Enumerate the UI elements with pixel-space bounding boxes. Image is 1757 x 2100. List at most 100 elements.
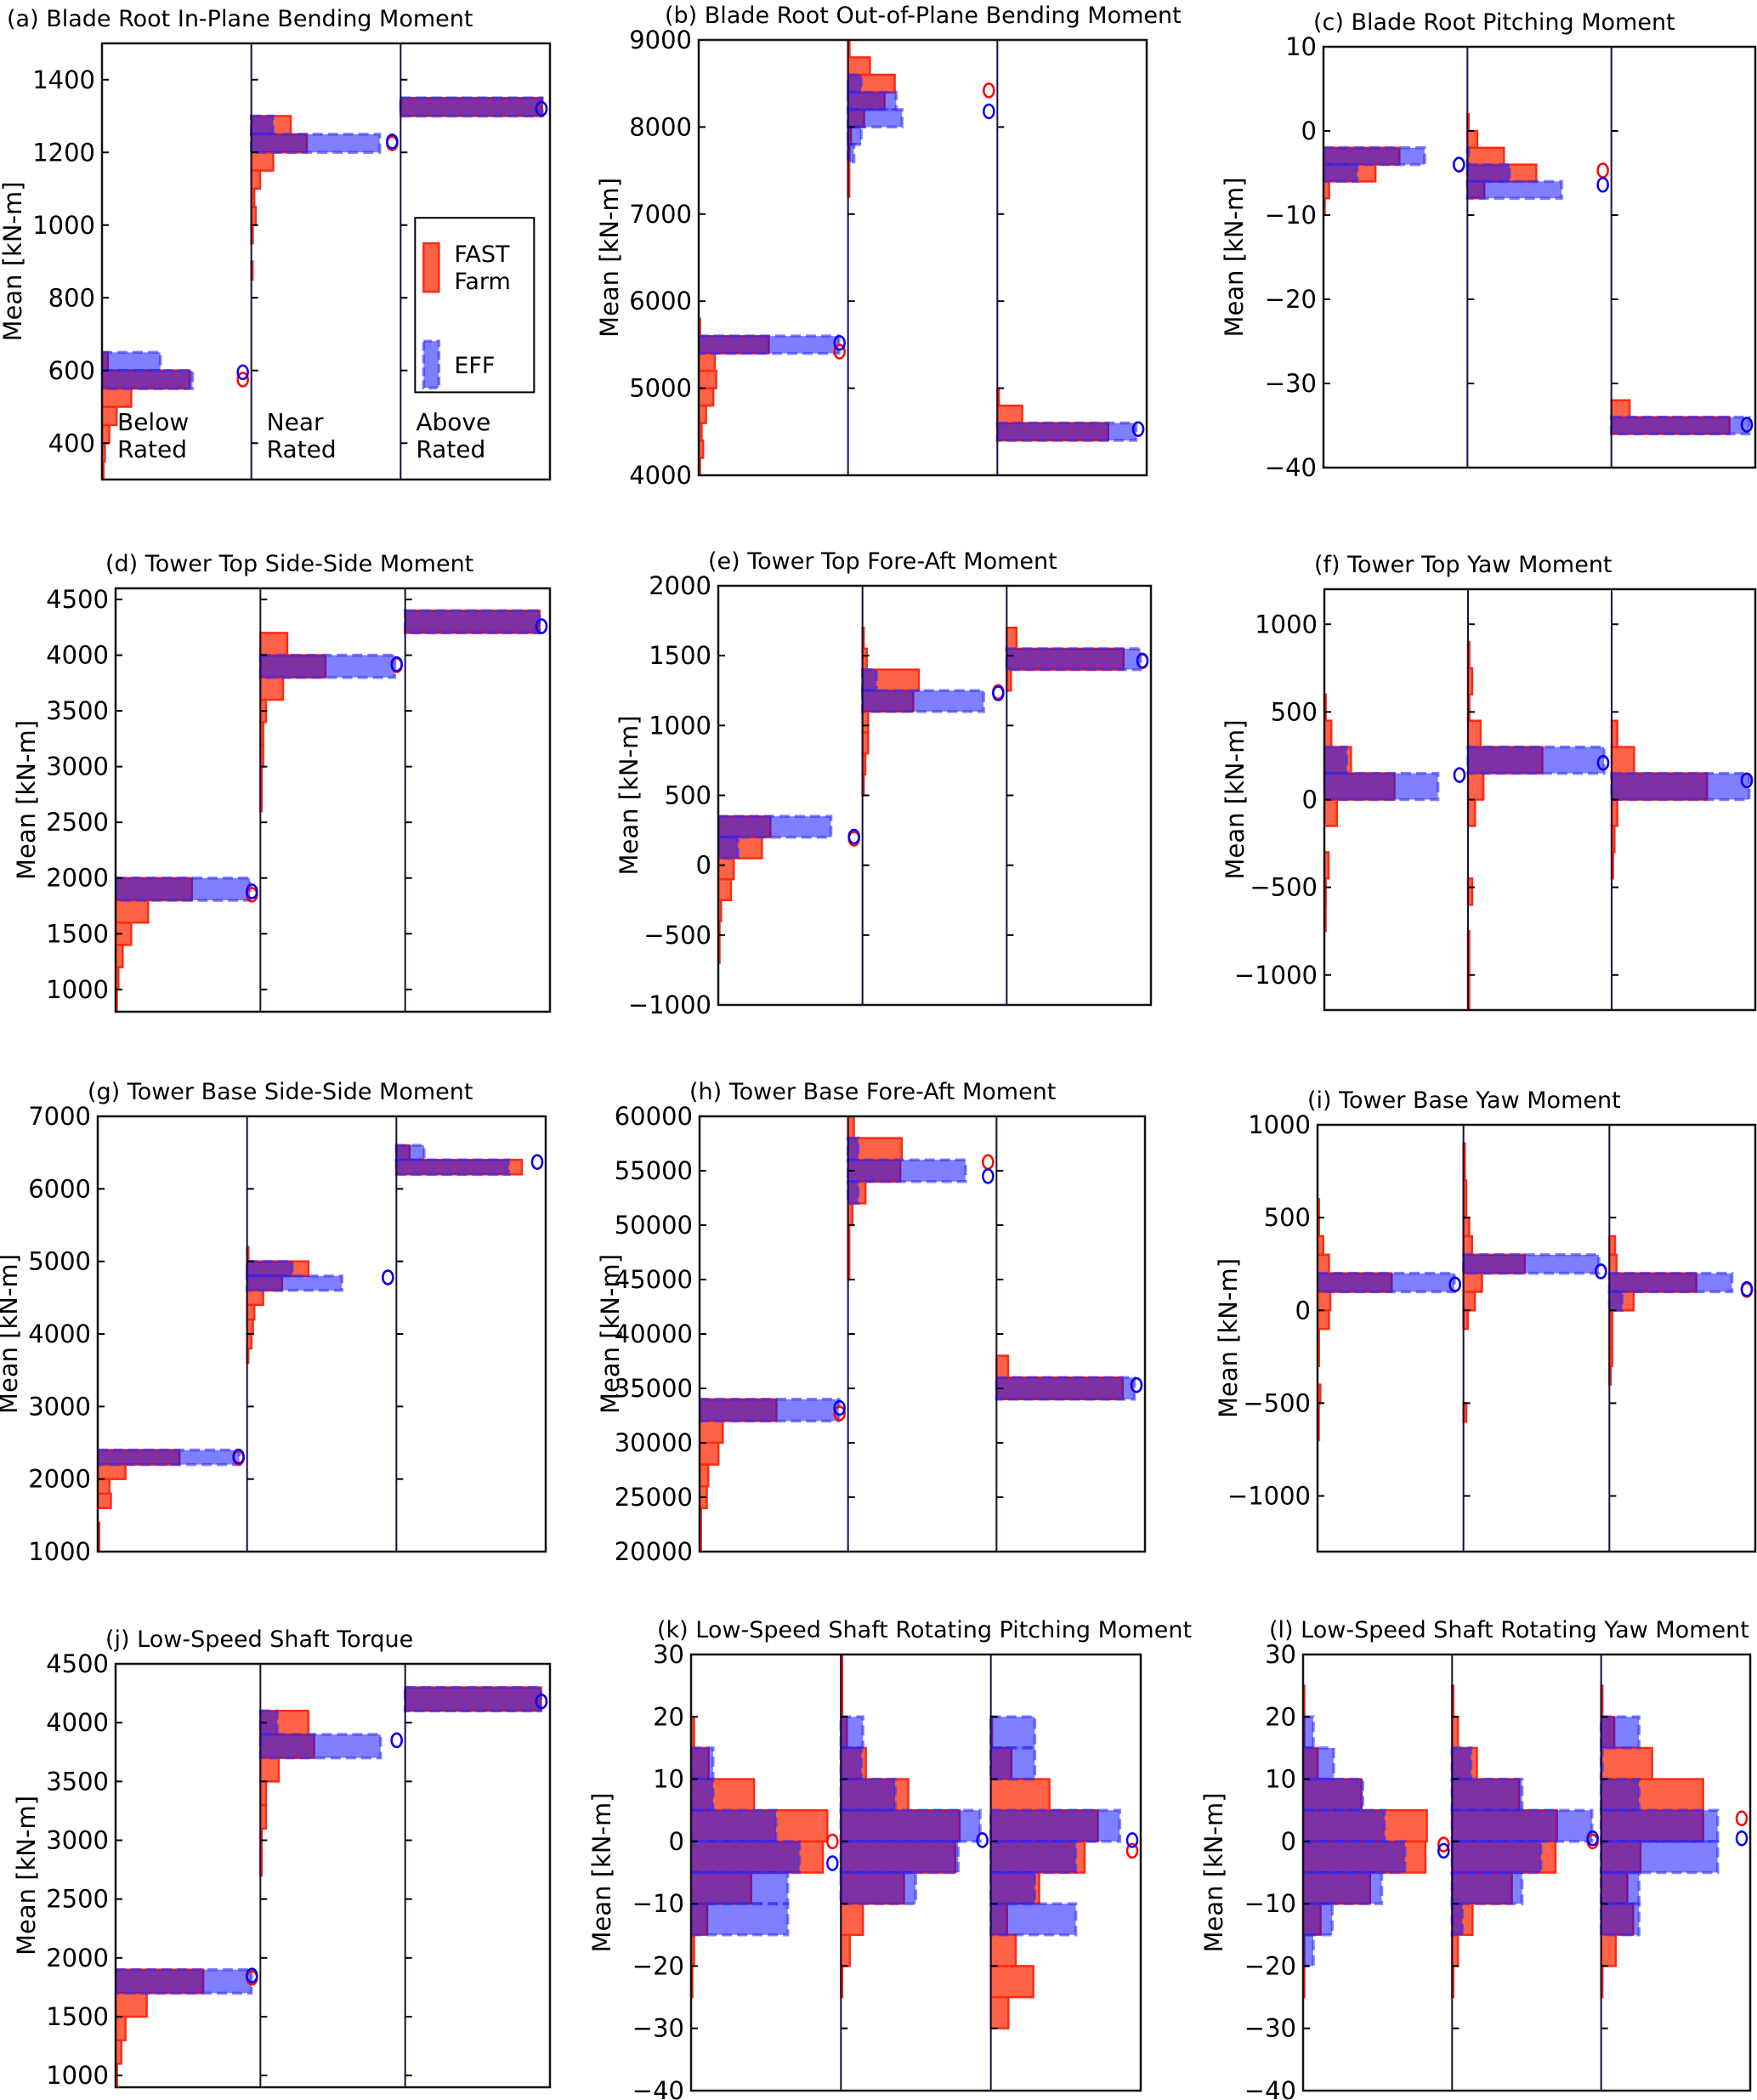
fast-farm-bar <box>102 387 133 408</box>
panel-near-rated <box>258 632 403 813</box>
eff-bar <box>1599 1902 1641 1937</box>
eff-mean-marker <box>530 1154 544 1171</box>
eff-bar <box>1303 1808 1386 1843</box>
eff-bar <box>839 1808 982 1843</box>
y-tick-label: 55000 <box>615 1156 693 1185</box>
eff-mean-marker <box>246 1967 258 1984</box>
eff-bar <box>258 653 397 679</box>
axes-frame <box>698 1115 1147 1553</box>
fast-farm-bar <box>1466 146 1505 166</box>
fast-farm-bar <box>250 151 275 172</box>
fast-farm-bar <box>847 1116 855 1139</box>
eff-bar <box>1607 1271 1734 1294</box>
eff-mean-marker <box>1596 754 1610 771</box>
y-tick-label: 1400 <box>32 65 95 94</box>
y-tick-label: −40 <box>1265 453 1317 482</box>
eff-bar <box>245 1259 294 1278</box>
eff-bar <box>1599 1715 1641 1750</box>
y-tick-label: 1500 <box>46 2002 109 2031</box>
fast-farm-mean-marker <box>982 1154 995 1171</box>
y-tick-label: 4000 <box>629 461 692 490</box>
panel-above-rated <box>394 1144 544 1177</box>
y-tick-label: 2500 <box>46 1885 109 1914</box>
panel-above-rated <box>1607 1234 1754 1386</box>
panel-near-rated <box>1465 112 1609 200</box>
y-tick-label: 1000 <box>32 211 95 240</box>
eff-bar <box>691 1777 715 1812</box>
y-tick-label: 50000 <box>615 1211 693 1240</box>
chart-title: (k) Low-Speed Shaft Rotating Pitching Mo… <box>657 1617 1192 1643</box>
eff-bar <box>102 350 162 372</box>
chart-title: (g) Tower Base Side-Side Moment <box>88 1079 473 1105</box>
chart-g: (g) Tower Base Side-Side Moment Mean [kN-… <box>0 1079 547 1566</box>
panel-above-rated <box>1599 1684 1748 1999</box>
eff-bar <box>1303 1870 1384 1905</box>
regime-label: Rated <box>416 435 485 463</box>
eff-bar <box>116 876 252 902</box>
eff-bar <box>839 1840 960 1875</box>
y-axis-label: Mean [kN-m] <box>587 1792 616 1952</box>
fast-farm-mean-marker <box>833 343 846 360</box>
eff-mean-marker <box>1130 1376 1143 1393</box>
eff-bar <box>1450 1746 1473 1781</box>
chart-e: (e) Tower Top Fore-Aft Moment Mean [kN-m]… <box>615 548 1153 1019</box>
fast-farm-mean-marker <box>1735 1810 1748 1826</box>
eff-bar <box>1610 771 1751 802</box>
y-tick-label: 10 <box>1265 1765 1296 1794</box>
y-tick-label: 30000 <box>615 1428 693 1457</box>
fast-farm-bar <box>1462 1291 1476 1312</box>
y-tick-label: 1000 <box>649 711 711 740</box>
eff-bar <box>394 1144 426 1161</box>
panel-above-rated <box>1610 719 1754 880</box>
chart-f: (f) Tower Top Yaw Moment Mean [kN-m] −1000… <box>1221 552 1757 1012</box>
eff-mean-marker <box>232 1448 245 1465</box>
eff-bar <box>846 125 863 146</box>
fast-farm-bar <box>116 2015 127 2041</box>
panel-below-rated <box>1318 1198 1461 1442</box>
fast-farm-bar <box>98 1492 112 1510</box>
eff-bar <box>1324 771 1440 802</box>
y-tick-label: 6000 <box>28 1174 91 1203</box>
fast-farm-bar <box>996 404 1023 424</box>
eff-mean-marker <box>1453 767 1466 783</box>
fast-farm-bar <box>1324 851 1330 880</box>
y-tick-label: 1500 <box>46 919 109 948</box>
eff-mean-marker <box>390 656 403 673</box>
panel-near-rated <box>249 114 399 281</box>
eff-bar <box>1303 1777 1364 1812</box>
eff-bar <box>839 1777 897 1812</box>
y-tick-label: 0 <box>696 851 711 880</box>
y-tick-label: 1000 <box>28 1537 91 1566</box>
eff-mean-marker <box>386 133 399 150</box>
panel-below-rated <box>116 876 258 1012</box>
fast-farm-bar <box>246 1289 264 1307</box>
fast-farm-bar <box>259 1757 281 1783</box>
eff-bar <box>860 689 985 713</box>
panel-below-rated <box>718 814 860 964</box>
y-tick-label: 0 <box>669 1827 684 1856</box>
y-tick-label: 3000 <box>28 1392 91 1421</box>
y-tick-label: 20 <box>1265 1702 1296 1731</box>
fast-farm-bar <box>718 877 733 901</box>
eff-bar <box>102 369 195 390</box>
panel-below-rated <box>691 1716 839 1999</box>
y-tick-label: 2000 <box>46 864 109 893</box>
fast-farm-bar <box>1600 1933 1618 1967</box>
y-tick-label: 35000 <box>615 1374 693 1403</box>
eff-bar <box>249 133 382 154</box>
y-tick-label: 2500 <box>46 808 109 837</box>
chart-title: (j) Low-Speed Shaft Torque <box>105 1626 413 1653</box>
chart-d: (d) Tower Top Side-Side Moment Mean [kN-m… <box>12 551 552 1013</box>
panel-above-rated <box>399 96 548 118</box>
y-tick-label: −10 <box>632 1889 684 1918</box>
eff-mean-marker <box>833 335 846 351</box>
fast-farm-bar <box>102 406 118 427</box>
y-tick-label: −30 <box>1244 2014 1296 2043</box>
eff-bar <box>846 90 898 111</box>
eff-mean-marker <box>1448 1276 1461 1292</box>
eff-mean-marker <box>1125 1832 1139 1848</box>
fast-farm-bar <box>699 387 715 407</box>
fast-farm-bar <box>250 169 262 190</box>
fast-farm-mean-marker <box>1125 1842 1139 1859</box>
eff-bar <box>1450 1870 1524 1905</box>
